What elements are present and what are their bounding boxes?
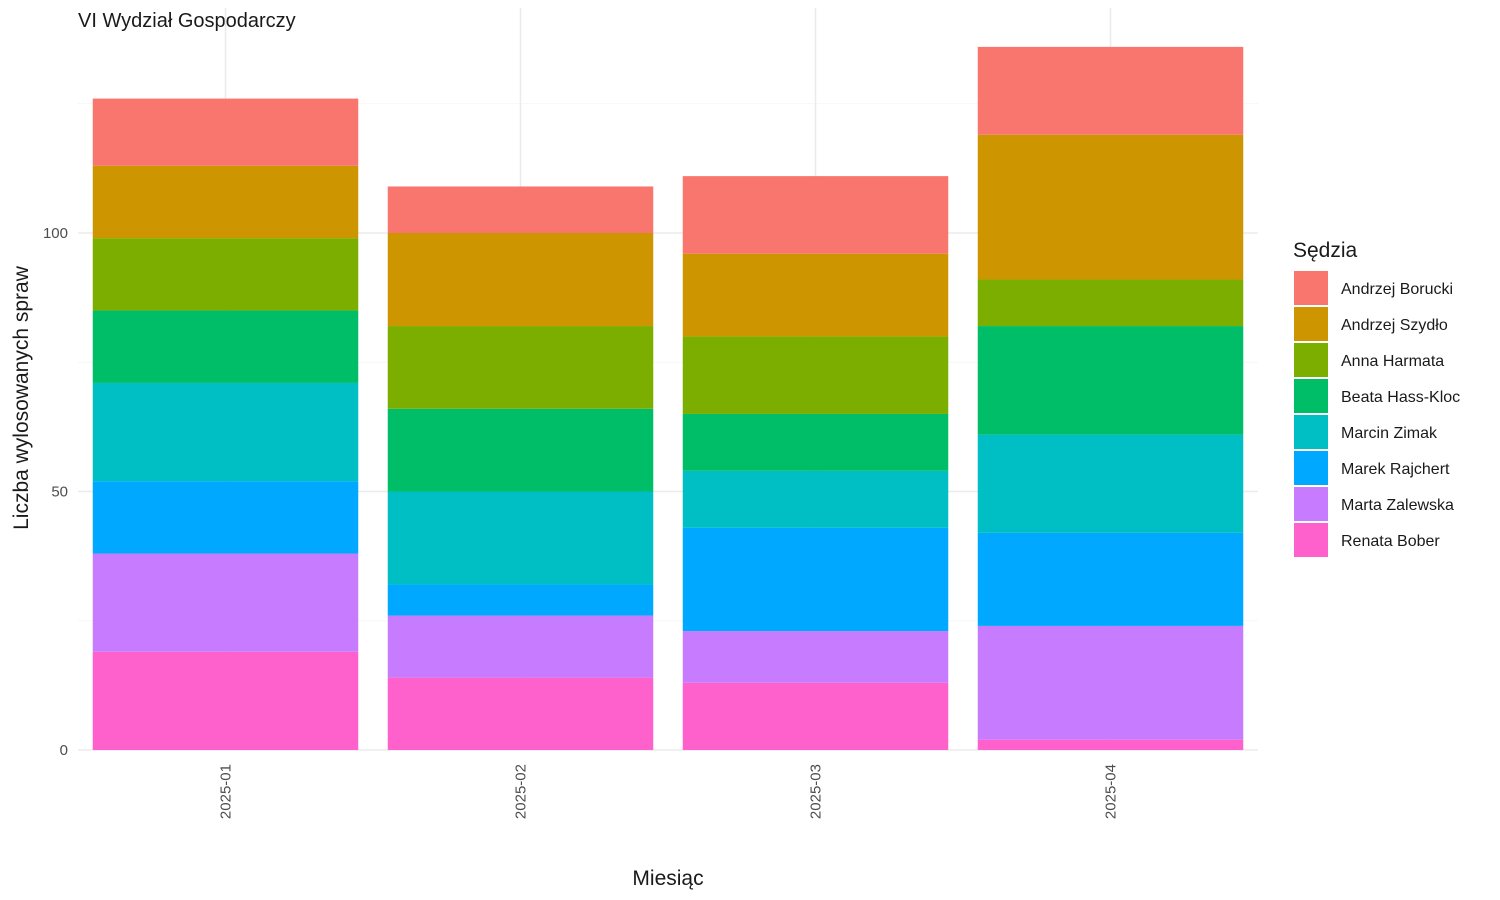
y-axis-ticks: 0 50 100 [43, 225, 68, 759]
bar-segment [977, 532, 1244, 626]
bar-segment [977, 46, 1244, 135]
bar-segment [682, 527, 949, 632]
bar-segment [387, 408, 654, 492]
y-tick-label: 0 [60, 742, 68, 759]
bar-segment [977, 134, 1244, 280]
legend-label: Andrzej Szydło [1341, 317, 1448, 334]
legend-label: Anna Harmata [1341, 353, 1444, 370]
legend-key [1294, 271, 1328, 305]
bar-segment [682, 470, 949, 528]
bar-segment [92, 165, 359, 239]
legend-label: Renata Bober [1341, 533, 1440, 550]
legend-key [1294, 415, 1328, 449]
y-tick-label: 50 [51, 484, 68, 501]
bar-segment [682, 176, 949, 254]
x-tick-label: 2025-04 [1103, 764, 1120, 819]
legend-key [1294, 487, 1328, 521]
x-tick-label: 2025-03 [808, 764, 825, 819]
legend-label: Beata Hass-Kloc [1341, 389, 1460, 406]
legend-key [1294, 523, 1328, 557]
x-axis-title: Miesiąc [632, 867, 703, 890]
bar-segment [92, 553, 359, 652]
bar-segment [387, 233, 654, 327]
legend-key [1294, 379, 1328, 413]
bar-segment [682, 253, 949, 337]
legend-label: Marta Zalewska [1341, 497, 1454, 514]
bar-segment [387, 326, 654, 409]
bar-segment [977, 625, 1244, 740]
bar-segment [387, 584, 654, 616]
bar-segment [977, 434, 1244, 533]
legend-label: Marek Rajchert [1341, 461, 1450, 478]
legend: Sędzia Andrzej Borucki Andrzej Szydło Anna… [1293, 239, 1460, 557]
bar-segment [387, 491, 654, 585]
bar-segment [92, 651, 359, 750]
legend-label: Andrzej Borucki [1341, 281, 1453, 298]
legend-label: Marcin Zimak [1341, 425, 1438, 442]
bar-segment [92, 98, 359, 166]
legend-key [1294, 343, 1328, 377]
bar-segment [977, 326, 1244, 435]
x-tick-label: 2025-01 [218, 764, 235, 819]
bar-segment [977, 279, 1244, 327]
bar-segment [682, 631, 949, 683]
legend-key [1294, 451, 1328, 485]
legend-title: Sędzia [1293, 239, 1358, 262]
bar-segment [682, 682, 949, 750]
bar-segment [92, 310, 359, 383]
y-axis-title: Liczba wylosowanych spraw [10, 265, 33, 530]
bars [92, 46, 1244, 750]
bar-segment [682, 413, 949, 471]
bar-segment [387, 186, 654, 233]
bar-segment [682, 336, 949, 414]
y-tick-label: 100 [43, 225, 68, 242]
bar-segment [92, 382, 359, 482]
bar-segment [977, 739, 1244, 750]
bar-segment [92, 238, 359, 311]
x-tick-label: 2025-02 [513, 764, 530, 819]
bar-segment [387, 615, 654, 678]
x-axis-ticks: 2025-01 2025-02 2025-03 2025-04 [218, 764, 1120, 819]
bar-segment [92, 481, 359, 554]
bar-segment [387, 677, 654, 750]
chart-title: VI Wydział Gospodarczy [78, 10, 296, 32]
legend-key [1294, 307, 1328, 341]
